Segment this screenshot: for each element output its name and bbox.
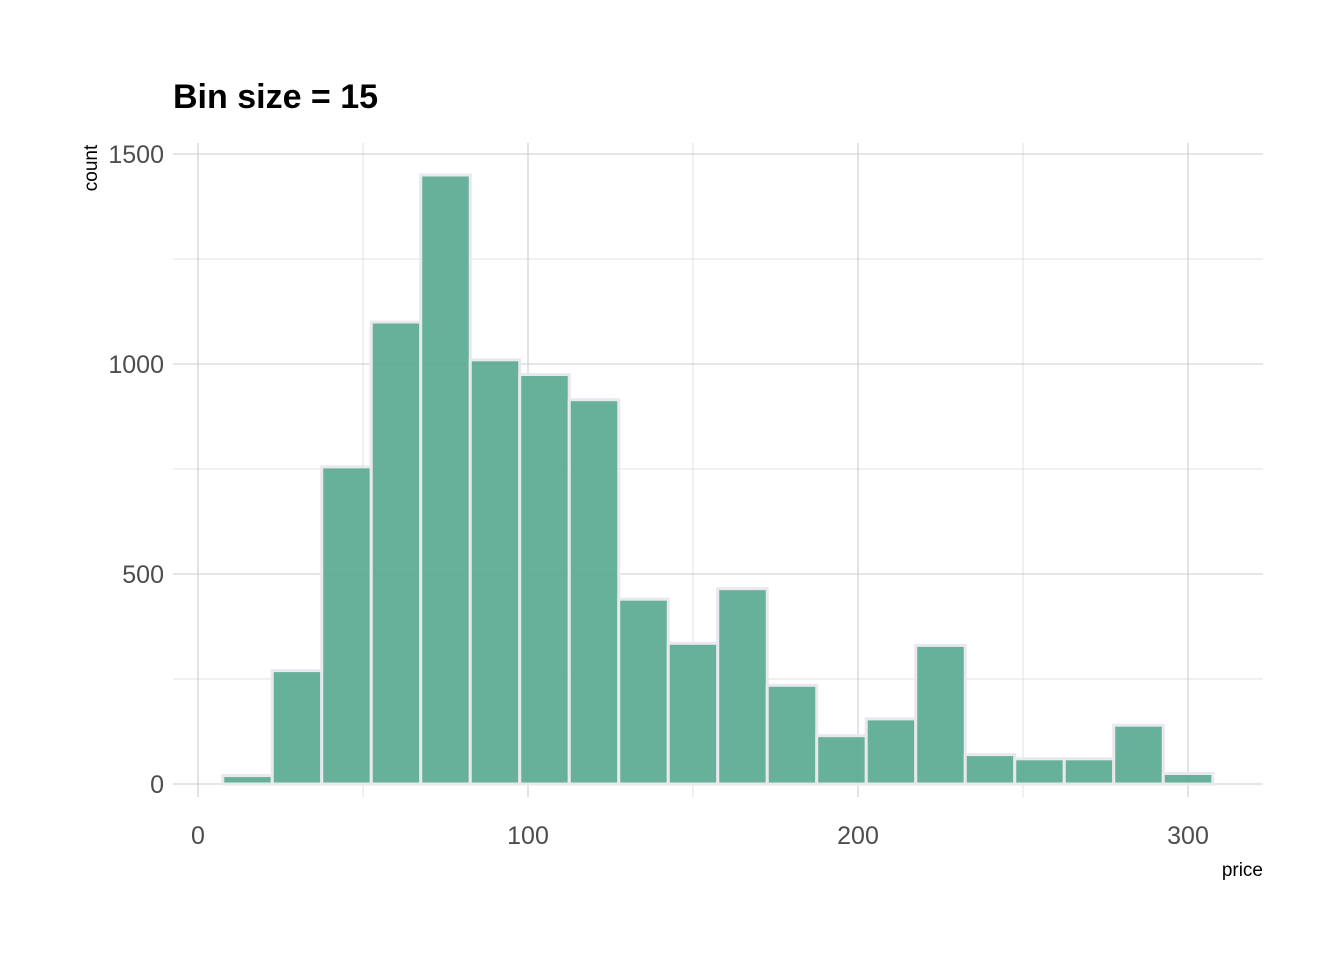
y-tick-label: 500 bbox=[122, 561, 164, 589]
x-axis-label: price bbox=[1222, 860, 1263, 881]
histogram-bar bbox=[221, 774, 274, 786]
x-axis-tick-labels: 0 100 200 300 bbox=[191, 822, 1209, 850]
chart-title: Bin size = 15 bbox=[173, 78, 378, 116]
x-tick-label: 100 bbox=[507, 822, 549, 850]
histogram-bar bbox=[914, 643, 967, 786]
histogram-bar bbox=[963, 753, 1017, 786]
histogram-bar bbox=[765, 683, 819, 786]
x-tick-label: 300 bbox=[1167, 822, 1209, 850]
histogram-bar bbox=[716, 587, 769, 786]
histogram-bar bbox=[270, 669, 324, 786]
histogram-bar bbox=[567, 398, 621, 786]
histogram-bar bbox=[815, 734, 868, 786]
histogram-bar bbox=[419, 173, 472, 786]
y-tick-label: 0 bbox=[150, 771, 164, 799]
histogram-bar bbox=[1013, 757, 1066, 786]
histogram-bar bbox=[369, 320, 423, 786]
y-axis-label: count bbox=[81, 144, 102, 191]
x-tick-label: 0 bbox=[191, 822, 205, 850]
histogram-bar bbox=[1062, 757, 1116, 786]
y-axis-tick-labels: 0 500 1000 1500 bbox=[108, 141, 164, 799]
histogram-bar bbox=[617, 597, 670, 786]
histogram-bars bbox=[221, 173, 1215, 786]
histogram-bar bbox=[1161, 772, 1215, 786]
histogram-bar bbox=[864, 717, 918, 786]
histogram-bar bbox=[320, 465, 373, 786]
y-tick-label: 1500 bbox=[108, 141, 164, 169]
histogram-bar bbox=[518, 373, 571, 786]
histogram-bar bbox=[666, 641, 720, 786]
histogram-bar bbox=[468, 358, 522, 786]
y-tick-label: 1000 bbox=[108, 351, 164, 379]
histogram-bar bbox=[1112, 723, 1165, 786]
x-tick-label: 200 bbox=[837, 822, 879, 850]
